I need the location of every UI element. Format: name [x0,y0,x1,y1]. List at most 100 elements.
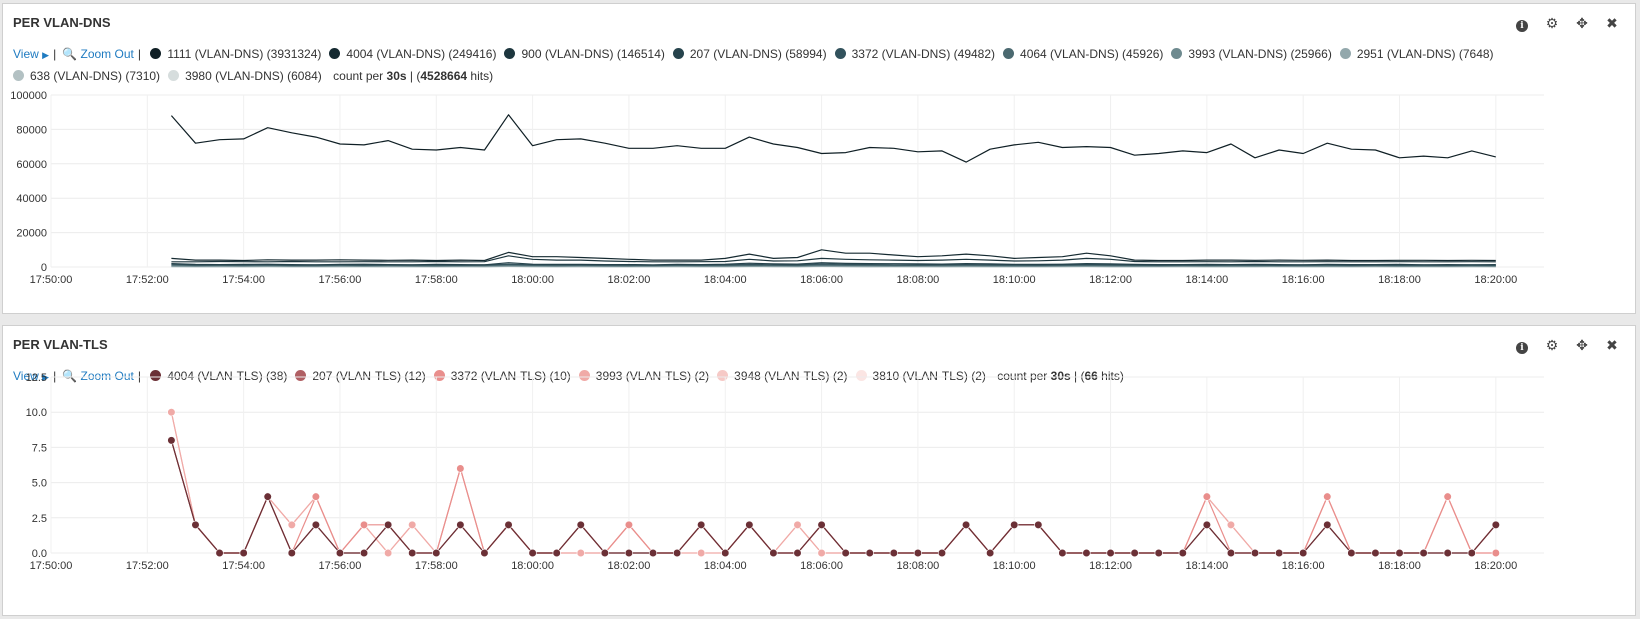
data-point[interactable] [1347,548,1356,558]
data-point[interactable] [167,408,176,417]
data-point[interactable] [1034,520,1043,529]
data-point[interactable] [1299,548,1308,558]
legend-item[interactable]: 3372 (VLAN-DNS) (49482) [834,44,995,65]
data-point[interactable] [167,436,176,445]
data-point[interactable] [1202,520,1211,529]
data-point[interactable] [504,520,513,529]
data-point[interactable] [1323,492,1332,501]
data-point[interactable] [1491,548,1500,558]
data-point[interactable] [1491,520,1500,529]
data-point[interactable] [576,548,585,558]
data-point[interactable] [359,520,369,529]
legend-item[interactable]: 3993 (VLAN-TLS) (2) [578,366,709,387]
close-icon[interactable]: ✖ [1606,15,1618,31]
data-point[interactable] [721,548,730,558]
data-point[interactable] [817,548,826,558]
data-point[interactable] [697,548,706,558]
legend-item[interactable]: 1111 (VLAN-DNS) (3931324) [150,44,321,65]
zoom-out-button[interactable]: 🔍 Zoom Out [62,369,134,383]
data-point[interactable] [865,548,874,558]
data-point[interactable] [456,520,465,529]
legend-item[interactable]: 4004 (VLAN-DNS) (249416) [329,44,496,65]
move-icon[interactable]: ✥ [1576,15,1588,31]
data-point[interactable] [817,520,826,529]
data-point[interactable] [191,520,200,529]
data-point[interactable] [672,548,682,558]
data-point[interactable] [576,520,585,529]
data-point[interactable] [384,520,393,529]
data-point[interactable] [528,548,537,558]
legend-item[interactable]: 4064 (VLAN-DNS) (45926) [1003,44,1163,65]
gear-icon[interactable]: ⚙ [1545,15,1559,31]
view-menu-button[interactable]: View ▶ [13,47,50,61]
data-point[interactable] [432,548,441,558]
data-point[interactable] [745,520,754,529]
data-point[interactable] [793,520,802,529]
data-point[interactable] [1443,492,1452,501]
data-point[interactable] [1275,548,1284,558]
legend-item[interactable]: 3372 (VLAN-TLS) (10) [433,366,571,387]
legend-item[interactable]: 3980 (VLAN-DNS) (6084) [168,66,322,87]
data-point[interactable] [311,492,320,501]
data-point[interactable] [287,548,296,558]
data-point[interactable] [1443,548,1452,558]
data-point[interactable] [1058,548,1067,558]
legend-item[interactable]: 207 (VLAN-DNS) (58994) [672,44,827,65]
data-point[interactable] [1010,520,1019,529]
data-point[interactable] [624,520,634,529]
data-point[interactable] [1178,548,1187,558]
data-point[interactable] [913,548,923,558]
data-point[interactable] [889,548,898,558]
legend-item[interactable]: 638 (VLAN-DNS) (7310) [13,66,160,87]
data-point[interactable] [961,520,971,529]
data-point[interactable] [648,548,658,558]
data-point[interactable] [624,548,634,558]
data-point[interactable] [600,548,609,558]
data-point[interactable] [1202,492,1211,501]
data-point[interactable] [1082,548,1091,558]
data-point[interactable] [408,548,417,558]
data-point[interactable] [697,520,706,529]
data-point[interactable] [480,548,489,558]
chart[interactable]: 0 20000 40000 60000 80000 100000 17:50:00 17:52… [3,4,1637,315]
data-point[interactable] [263,492,272,501]
move-icon[interactable]: ✥ [1576,337,1588,353]
data-point[interactable] [1106,548,1115,558]
zoom-out-button[interactable]: 🔍 Zoom Out [62,47,134,61]
data-point[interactable] [311,520,320,529]
data-point[interactable] [1154,548,1163,558]
legend-item[interactable]: 3948 (VLAN-TLS) (2) [717,366,848,387]
data-point[interactable] [1323,520,1332,529]
data-point[interactable] [986,548,995,558]
legend-item[interactable]: 207 (VLAN-TLS) (12) [295,366,426,387]
data-point[interactable] [1419,548,1428,558]
data-point[interactable] [287,520,296,529]
legend-item[interactable]: 3810 (VLAN-TLS) (2) [855,366,986,387]
data-point[interactable] [1371,548,1380,558]
data-point[interactable] [408,520,417,529]
data-point[interactable] [1130,548,1139,558]
data-point[interactable] [456,464,465,473]
chart[interactable]: 0.0 2.5 5.0 7.5 10.0 12.5 17:50:00 17:52:00 17:5… [3,326,1637,617]
gear-icon[interactable]: ⚙ [1545,337,1559,353]
data-point[interactable] [1226,548,1236,558]
data-point[interactable] [1226,520,1236,529]
legend-item[interactable]: 3993 (VLAN-DNS) (25966) [1171,44,1332,65]
legend-item[interactable]: 4004 (VLAN-TLS) (38) [150,366,287,387]
info-icon[interactable]: i [1507,14,1537,32]
data-point[interactable] [1250,548,1260,558]
data-point[interactable] [1395,548,1404,558]
data-point[interactable] [1467,548,1476,558]
view-menu-button[interactable]: View ▶ [13,369,50,383]
data-point[interactable] [841,548,850,558]
legend-item[interactable]: 900 (VLAN-DNS) (146514) [504,44,665,65]
data-point[interactable] [769,548,778,558]
data-point[interactable] [335,548,345,558]
info-icon[interactable]: i [1507,336,1537,354]
data-point[interactable] [239,548,248,558]
data-point[interactable] [793,548,802,558]
data-point[interactable] [384,548,393,558]
data-point[interactable] [937,548,947,558]
data-point[interactable] [359,548,369,558]
data-point[interactable] [215,548,224,558]
